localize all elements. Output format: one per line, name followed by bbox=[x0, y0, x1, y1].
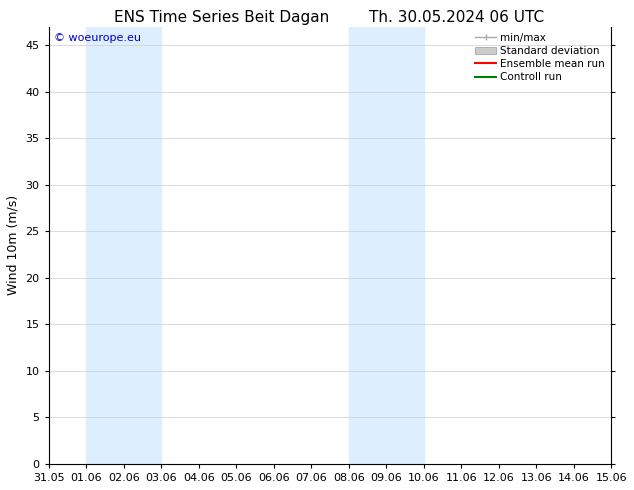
Bar bbox=[86, 26, 161, 464]
Text: © woeurope.eu: © woeurope.eu bbox=[55, 33, 141, 43]
Text: ENS Time Series Beit Dagan: ENS Time Series Beit Dagan bbox=[114, 10, 330, 25]
Text: Th. 30.05.2024 06 UTC: Th. 30.05.2024 06 UTC bbox=[369, 10, 544, 25]
Y-axis label: Wind 10m (m/s): Wind 10m (m/s) bbox=[7, 195, 20, 295]
Bar bbox=[611, 26, 634, 464]
Legend: min/max, Standard deviation, Ensemble mean run, Controll run: min/max, Standard deviation, Ensemble me… bbox=[471, 28, 609, 86]
Bar bbox=[349, 26, 424, 464]
